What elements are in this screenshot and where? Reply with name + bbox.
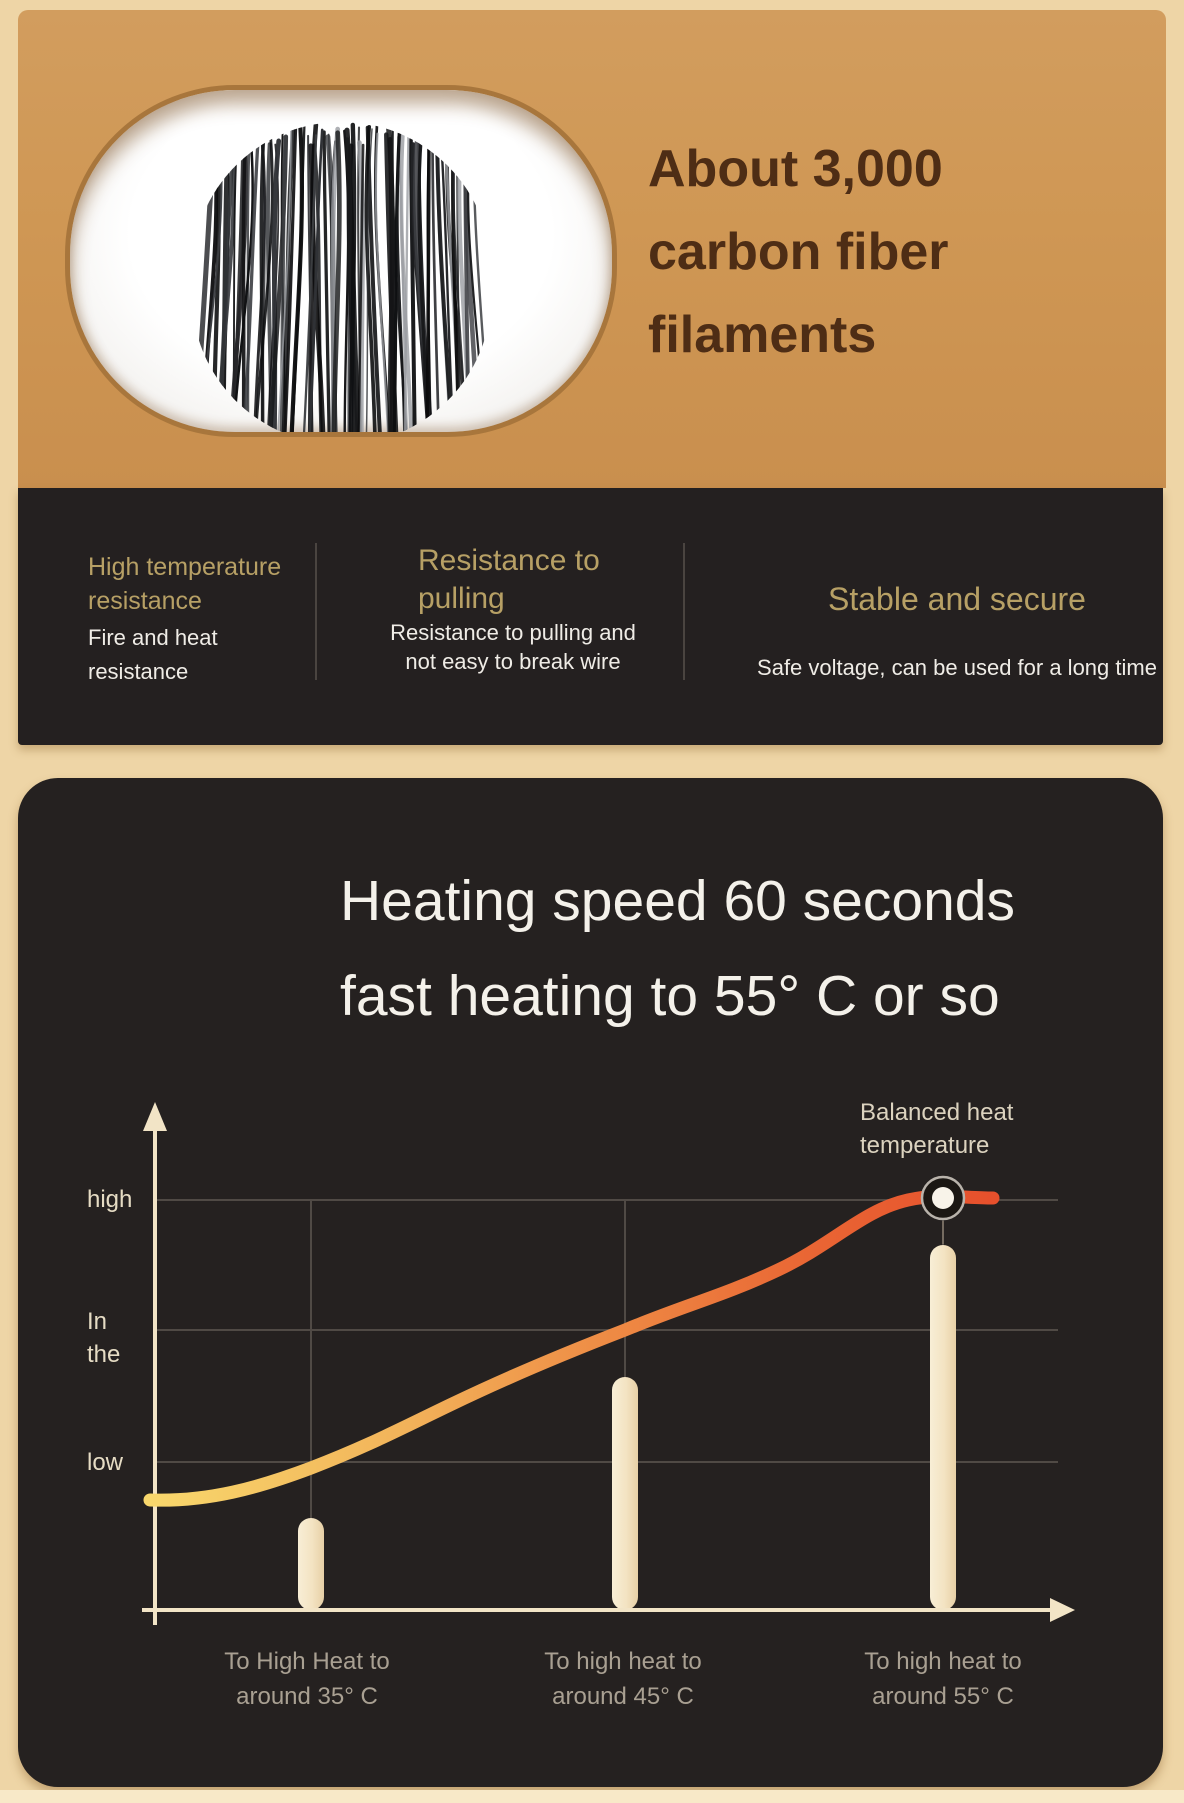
bar-45c bbox=[612, 1377, 638, 1610]
x-axis-arrow-icon bbox=[1050, 1598, 1075, 1622]
x-label-35c-line-2: around 35° C bbox=[236, 1683, 378, 1710]
heating-line-chart bbox=[142, 1102, 1075, 1625]
feature-1-heading-line-2: resistance bbox=[88, 587, 202, 615]
feature-2-heading-line-1: Resistance to bbox=[418, 544, 600, 577]
hero-title-line-3: filaments bbox=[648, 306, 877, 364]
feature-1-body-line-1: Fire and heat bbox=[88, 625, 218, 650]
carbon-filaments-svg bbox=[70, 90, 617, 437]
hero-section: About 3,000 carbon fiber filaments bbox=[18, 10, 1166, 488]
feature-3-body: Safe voltage, can be used for a long tim… bbox=[729, 654, 1184, 682]
feature-2-body-line-1: Resistance to pulling and bbox=[390, 620, 636, 645]
y-axis-arrow-icon bbox=[143, 1102, 167, 1131]
x-label-35c-line-1: To High Heat to bbox=[224, 1648, 390, 1675]
feature-3-heading-line-1: Stable and secure bbox=[828, 581, 1086, 617]
x-label-55c-line-2: around 55° C bbox=[872, 1683, 1014, 1710]
feature-2-heading: Resistance to pulling bbox=[418, 542, 600, 618]
x-axis bbox=[142, 1598, 1075, 1622]
feature-1-body-line-2: resistance bbox=[88, 659, 189, 684]
temperature-bars bbox=[298, 1245, 956, 1610]
feature-2-body: Resistance to pulling and not easy to br… bbox=[348, 618, 678, 676]
feature-1-body: Fire and heat resistance bbox=[88, 621, 218, 689]
bar-55c bbox=[930, 1245, 956, 1610]
feature-1-heading-line-1: High temperature bbox=[88, 553, 282, 581]
bottom-page-strip bbox=[0, 1790, 1184, 1803]
feature-2-heading-line-2: pulling bbox=[418, 582, 505, 615]
x-label-35c: To High Heat to around 35° C bbox=[147, 1644, 467, 1714]
chart-title-line-1: Heating speed 60 seconds bbox=[340, 869, 1015, 933]
feature-divider-2 bbox=[683, 543, 685, 680]
balanced-heat-annotation: Balanced heat temperature bbox=[860, 1096, 1013, 1162]
hero-title-line-1: About 3,000 bbox=[648, 140, 943, 198]
y-label-middle-line-2: the bbox=[87, 1341, 121, 1368]
annotation-line-2: temperature bbox=[860, 1132, 990, 1159]
feature-1-heading: High temperature resistance bbox=[88, 550, 281, 618]
x-label-55c: To high heat to around 55° C bbox=[783, 1644, 1103, 1714]
feature-divider-1 bbox=[315, 543, 317, 680]
chart-title: Heating speed 60 seconds fast heating to… bbox=[340, 854, 1015, 1044]
x-label-45c-line-2: around 45° C bbox=[552, 1683, 694, 1710]
annotation-line-1: Balanced heat bbox=[860, 1099, 1014, 1126]
feature-3-heading: Stable and secure bbox=[747, 580, 1167, 618]
y-label-middle: In the bbox=[87, 1305, 120, 1371]
y-label-low: low bbox=[87, 1449, 124, 1476]
y-label-high: high bbox=[87, 1186, 133, 1213]
hero-title-line-2: carbon fiber bbox=[648, 223, 949, 281]
chart-title-line-2: fast heating to 55° C or so bbox=[340, 964, 1000, 1028]
x-label-45c: To high heat to around 45° C bbox=[463, 1644, 783, 1714]
features-band: High temperature resistance Fire and hea… bbox=[18, 488, 1163, 745]
feature-2-body-line-2: not easy to break wire bbox=[405, 649, 621, 674]
x-label-55c-line-1: To high heat to bbox=[864, 1648, 1022, 1675]
hero-title: About 3,000 carbon fiber filaments bbox=[648, 128, 949, 377]
feature-3-body-line-1: Safe voltage, can be used for a long tim… bbox=[757, 655, 1157, 680]
y-label-middle-line-1: In bbox=[87, 1308, 108, 1335]
bar-35c bbox=[298, 1518, 324, 1610]
heating-chart-section: Heating speed 60 seconds fast heating to… bbox=[18, 778, 1163, 1787]
carbon-filaments-image bbox=[65, 85, 617, 437]
y-axis bbox=[143, 1102, 167, 1625]
balanced-temp-marker bbox=[920, 1175, 966, 1221]
x-label-45c-line-1: To high heat to bbox=[544, 1648, 702, 1675]
heating-curve bbox=[143, 1189, 1000, 1507]
